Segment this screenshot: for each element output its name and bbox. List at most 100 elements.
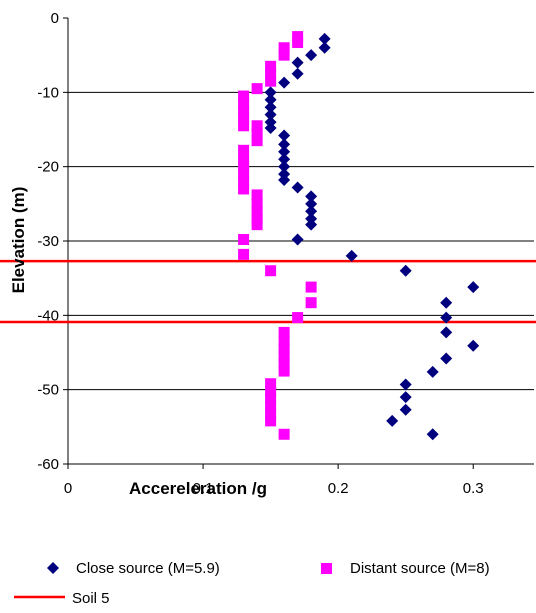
distant-source-point [251, 120, 263, 132]
close-source-point [264, 122, 277, 135]
distant-source-point [238, 105, 250, 117]
close-source-point [305, 205, 318, 218]
y-tick-label: -30 [37, 233, 59, 250]
distant-source-point [238, 112, 250, 124]
distant-source-point [238, 176, 250, 188]
close-source-point [426, 428, 439, 441]
distant-source-point [251, 135, 263, 147]
distant-source-point [265, 400, 277, 412]
legend-label-distant-source: Distant source (M=8) [350, 560, 490, 577]
distant-source-point [265, 385, 277, 397]
close-source-point [278, 129, 291, 142]
close-source-point [467, 339, 480, 352]
distant-source-point [238, 90, 250, 102]
x-axis-title: Accereleration /g [129, 479, 267, 498]
close-source-point [399, 378, 412, 391]
close-source-point [278, 153, 291, 166]
x-tick-label: 0.1 [193, 480, 214, 497]
distant-source-point [238, 183, 250, 195]
distant-source-point [265, 393, 277, 405]
distant-source-point [292, 37, 304, 49]
close-source-point [264, 93, 277, 106]
close-source-point [318, 41, 331, 54]
distant-source-point [238, 153, 250, 165]
close-source-point [467, 281, 480, 294]
close-source-point [440, 326, 453, 339]
legend-label-close-source: Close source (M=5.9) [76, 560, 220, 577]
distant-source-point [278, 335, 290, 347]
close-source-point [291, 56, 304, 69]
close-source-point [264, 86, 277, 99]
y-tick-label: -60 [37, 456, 59, 473]
distant-source-point [265, 75, 277, 87]
distant-source-point [251, 219, 263, 231]
legend-marker-close-source [47, 562, 59, 574]
close-source-point [278, 160, 291, 173]
distant-source-point [278, 326, 290, 338]
distant-source-point [292, 312, 304, 324]
distant-source-point [251, 205, 263, 217]
close-source-point [291, 233, 304, 246]
distant-source-point [238, 144, 250, 156]
close-source-point [440, 296, 453, 309]
close-source-point [440, 352, 453, 365]
y-tick-label: -40 [37, 307, 59, 324]
distant-source-point [278, 49, 290, 61]
y-tick-label: -20 [37, 159, 59, 176]
distant-source-point [265, 378, 277, 390]
y-tick-label: -10 [37, 84, 59, 101]
close-source-point [440, 311, 453, 324]
distant-source-point [305, 297, 317, 309]
distant-source-point [238, 234, 250, 246]
distant-source-point [278, 343, 290, 355]
distant-source-point [251, 83, 263, 95]
close-source-point [278, 174, 291, 187]
distant-source-point [265, 60, 277, 72]
x-tick-label: 0.2 [328, 480, 349, 497]
y-tick-label: -50 [37, 382, 59, 399]
distant-source-point [278, 365, 290, 377]
x-tick-label: 0.3 [463, 480, 484, 497]
close-source-point [264, 101, 277, 114]
y-axis-title: Elevation (m) [9, 187, 28, 294]
close-source-point [305, 218, 318, 231]
distant-source-point [265, 407, 277, 419]
distant-source-point [265, 415, 277, 427]
close-source-point [291, 67, 304, 80]
close-source-point [305, 49, 318, 62]
close-source-point [426, 365, 439, 378]
distant-source-point [292, 31, 304, 43]
distant-source-point [278, 42, 290, 54]
tick-labels: 0 -10 -20 -30 -40 -50 -60 0 0.1 0.2 0.3 [37, 10, 483, 497]
distant-source-point [305, 281, 317, 293]
distant-source-point [265, 68, 277, 80]
distant-source-point [238, 120, 250, 132]
data-points [238, 31, 480, 441]
close-source-point [318, 32, 331, 45]
legend-marker-distant-source [321, 563, 332, 574]
distant-source-point [251, 189, 263, 201]
close-source-point [386, 414, 399, 427]
distant-source-point [251, 127, 263, 139]
distant-source-point [238, 168, 250, 180]
y-tick-label: 0 [51, 10, 59, 27]
close-source-point [399, 264, 412, 277]
close-source-point [399, 403, 412, 416]
distant-source-point [278, 428, 290, 440]
distant-source-point [251, 198, 263, 210]
legend: Close source (M=5.9) Distant source (M=8… [14, 560, 490, 607]
close-source-point [291, 181, 304, 194]
close-source-point [399, 391, 412, 404]
close-source-point [278, 138, 291, 151]
close-source-point [278, 145, 291, 158]
close-source-point [264, 108, 277, 121]
distant-source-point [278, 358, 290, 370]
axes [63, 17, 534, 469]
legend-label-soil-5: Soil 5 [72, 590, 110, 607]
distant-source-point [238, 248, 250, 260]
close-source-point [278, 76, 291, 89]
close-source-point [345, 249, 358, 262]
distant-source-point [238, 97, 250, 109]
